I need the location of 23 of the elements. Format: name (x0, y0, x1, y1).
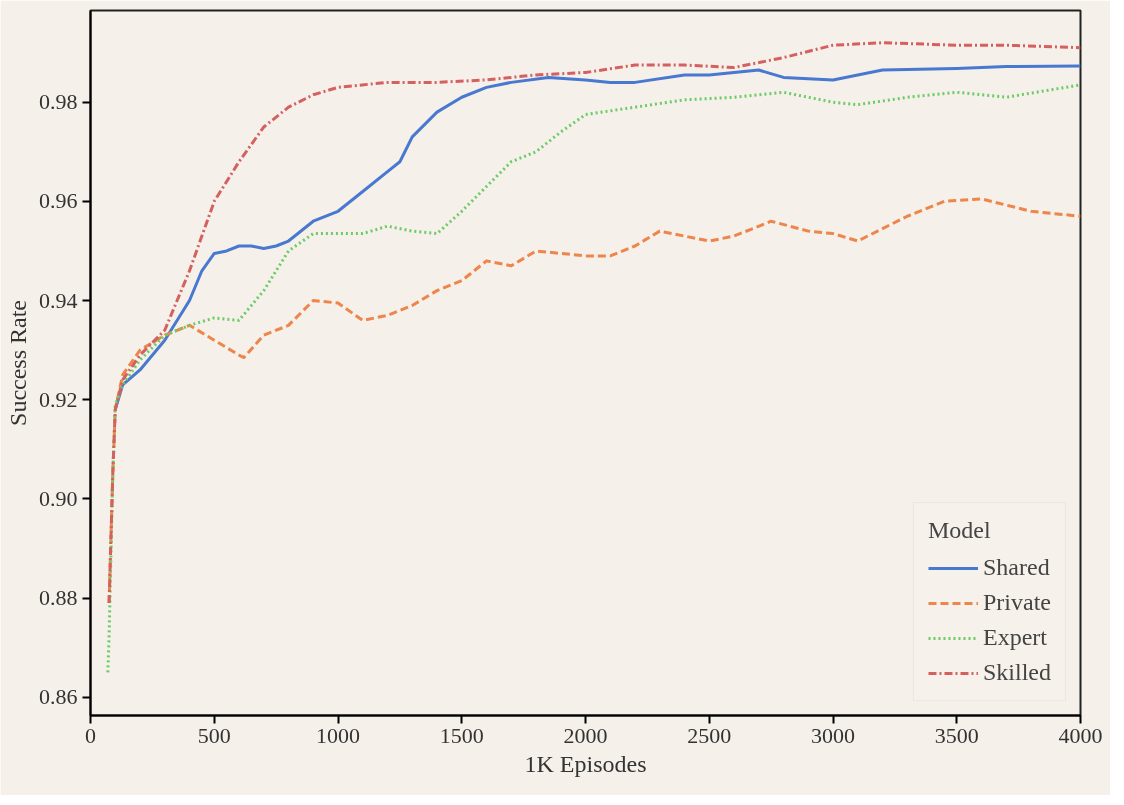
y-tick-label: 0.98 (39, 89, 78, 115)
y-axis-title: Success Rate (5, 300, 31, 426)
x-tick-label: 3000 (811, 722, 855, 748)
x-tick-label: 2000 (563, 722, 608, 748)
legend-label: Skilled (982, 659, 1051, 686)
legend-label: Shared (982, 554, 1050, 581)
y-tick-label: 0.94 (39, 287, 78, 313)
x-tick-label: 4000 (1058, 722, 1103, 748)
legend-label: Expert (982, 624, 1047, 651)
x-tick-label: 2500 (687, 722, 732, 748)
y-tick-label: 0.92 (39, 386, 78, 412)
y-tick-label: 0.90 (39, 485, 78, 511)
legend-label: Private (982, 589, 1051, 616)
x-tick-label: 3500 (934, 722, 979, 748)
x-tick-label: 0 (85, 722, 96, 748)
legend-title: Model (927, 517, 992, 544)
y-tick-label: 0.96 (39, 188, 78, 214)
x-tick-label: 1500 (439, 722, 484, 748)
x-tick-label: 1000 (316, 722, 360, 748)
x-axis-title: 1K Episodes (524, 750, 647, 777)
x-tick-label: 500 (197, 722, 231, 748)
y-tick-label: 0.88 (39, 585, 78, 610)
y-tick-label: 0.86 (39, 684, 78, 710)
